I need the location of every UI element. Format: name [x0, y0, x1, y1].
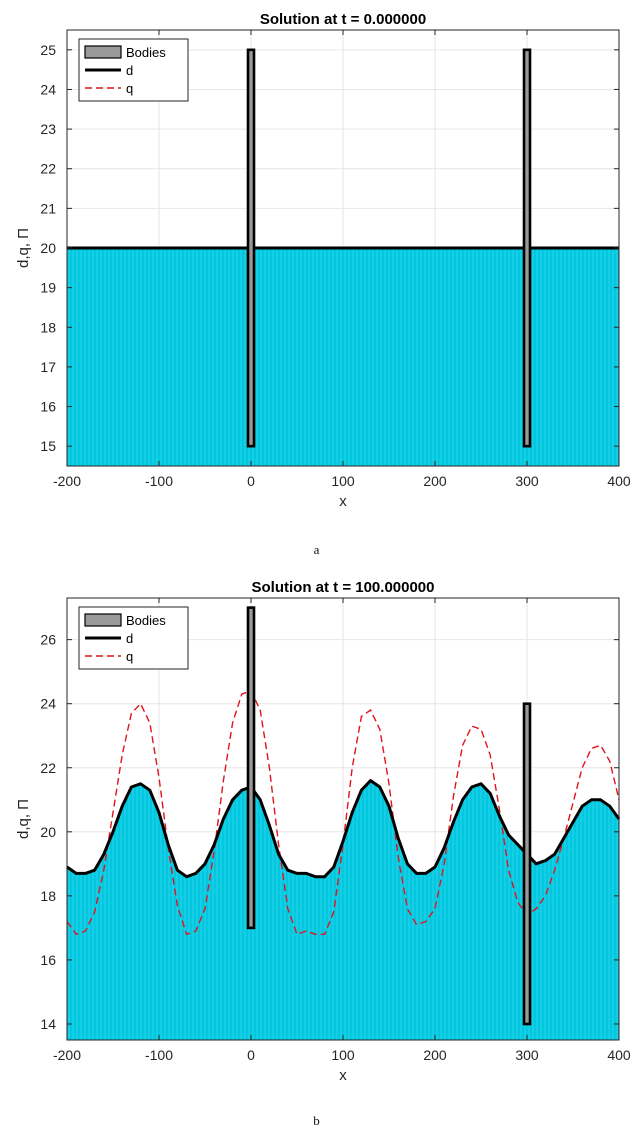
chart-title: Solution at t = 100.000000	[252, 579, 435, 596]
caption-b: b	[313, 1113, 320, 1128]
legend-label: Bodies	[126, 45, 166, 60]
x-tick-label: -200	[53, 473, 81, 489]
x-axis-label: x	[339, 1067, 347, 1084]
filled-region	[67, 780, 619, 1040]
y-axis-label: d,q, Π	[15, 799, 32, 839]
y-tick-label: 18	[40, 888, 56, 904]
legend-label: d	[126, 63, 133, 78]
y-tick-label: 24	[40, 696, 56, 712]
y-tick-label: 16	[40, 952, 56, 968]
y-tick-label: 22	[40, 760, 56, 776]
y-tick-label: 23	[40, 121, 56, 137]
x-tick-label: 200	[423, 1047, 447, 1063]
body-rect	[246, 606, 256, 930]
y-tick-label: 17	[40, 359, 56, 375]
legend: Bodies dq	[78, 38, 189, 102]
caption-a: a	[313, 542, 320, 557]
x-tick-label: 200	[423, 473, 447, 489]
y-tick-label: 15	[40, 438, 56, 454]
chart-a: -200 -100 0 100 200 300 400 15 16 17 18 19 20 21 22 23 2…	[15, 11, 631, 510]
fill-texture	[68, 248, 618, 466]
x-tick-label: 400	[607, 473, 631, 489]
x-tick-label: 400	[607, 1047, 631, 1063]
body-rect	[522, 702, 532, 1026]
y-tick-label: 25	[40, 42, 56, 58]
y-tick-label: 18	[40, 319, 56, 335]
y-tick-label: 20	[40, 824, 56, 840]
x-tick-label: -200	[53, 1047, 81, 1063]
x-tick-label: -100	[145, 1047, 173, 1063]
legend-swatch-bodies	[84, 45, 122, 59]
chart-b: -200 -100 0 100 200 300 400 14 16 18 20 22 24 26 Solut…	[15, 579, 631, 1084]
legend-label: Bodies	[126, 613, 166, 628]
legend-label: d	[126, 631, 133, 646]
x-tick-label: 100	[331, 1047, 355, 1063]
body-rect	[522, 48, 532, 448]
y-tick-label: 16	[40, 399, 56, 415]
legend-label: q	[126, 81, 133, 96]
x-tick-label: 100	[331, 473, 355, 489]
body-rect	[246, 48, 256, 448]
y-tick-label: 22	[40, 161, 56, 177]
y-tick-label: 19	[40, 280, 56, 296]
y-tick-label: 14	[40, 1016, 56, 1032]
legend-label: q	[126, 649, 133, 664]
x-tick-label: 0	[247, 473, 255, 489]
y-tick-label: 21	[40, 200, 56, 216]
filled-region	[67, 248, 619, 466]
x-axis-label: x	[339, 493, 347, 510]
y-tick-label: 26	[40, 632, 56, 648]
x-tick-label: 0	[247, 1047, 255, 1063]
x-tick-label: -100	[145, 473, 173, 489]
y-tick-label: 20	[40, 240, 56, 256]
legend-swatch-bodies	[84, 613, 122, 627]
y-tick-label: 24	[40, 81, 56, 97]
legend: Bodies dq	[78, 606, 189, 670]
y-axis-label: d,q, Π	[15, 228, 32, 268]
x-tick-label: 300	[515, 473, 539, 489]
x-tick-label: 300	[515, 1047, 539, 1063]
chart-title: Solution at t = 0.000000	[260, 11, 426, 28]
